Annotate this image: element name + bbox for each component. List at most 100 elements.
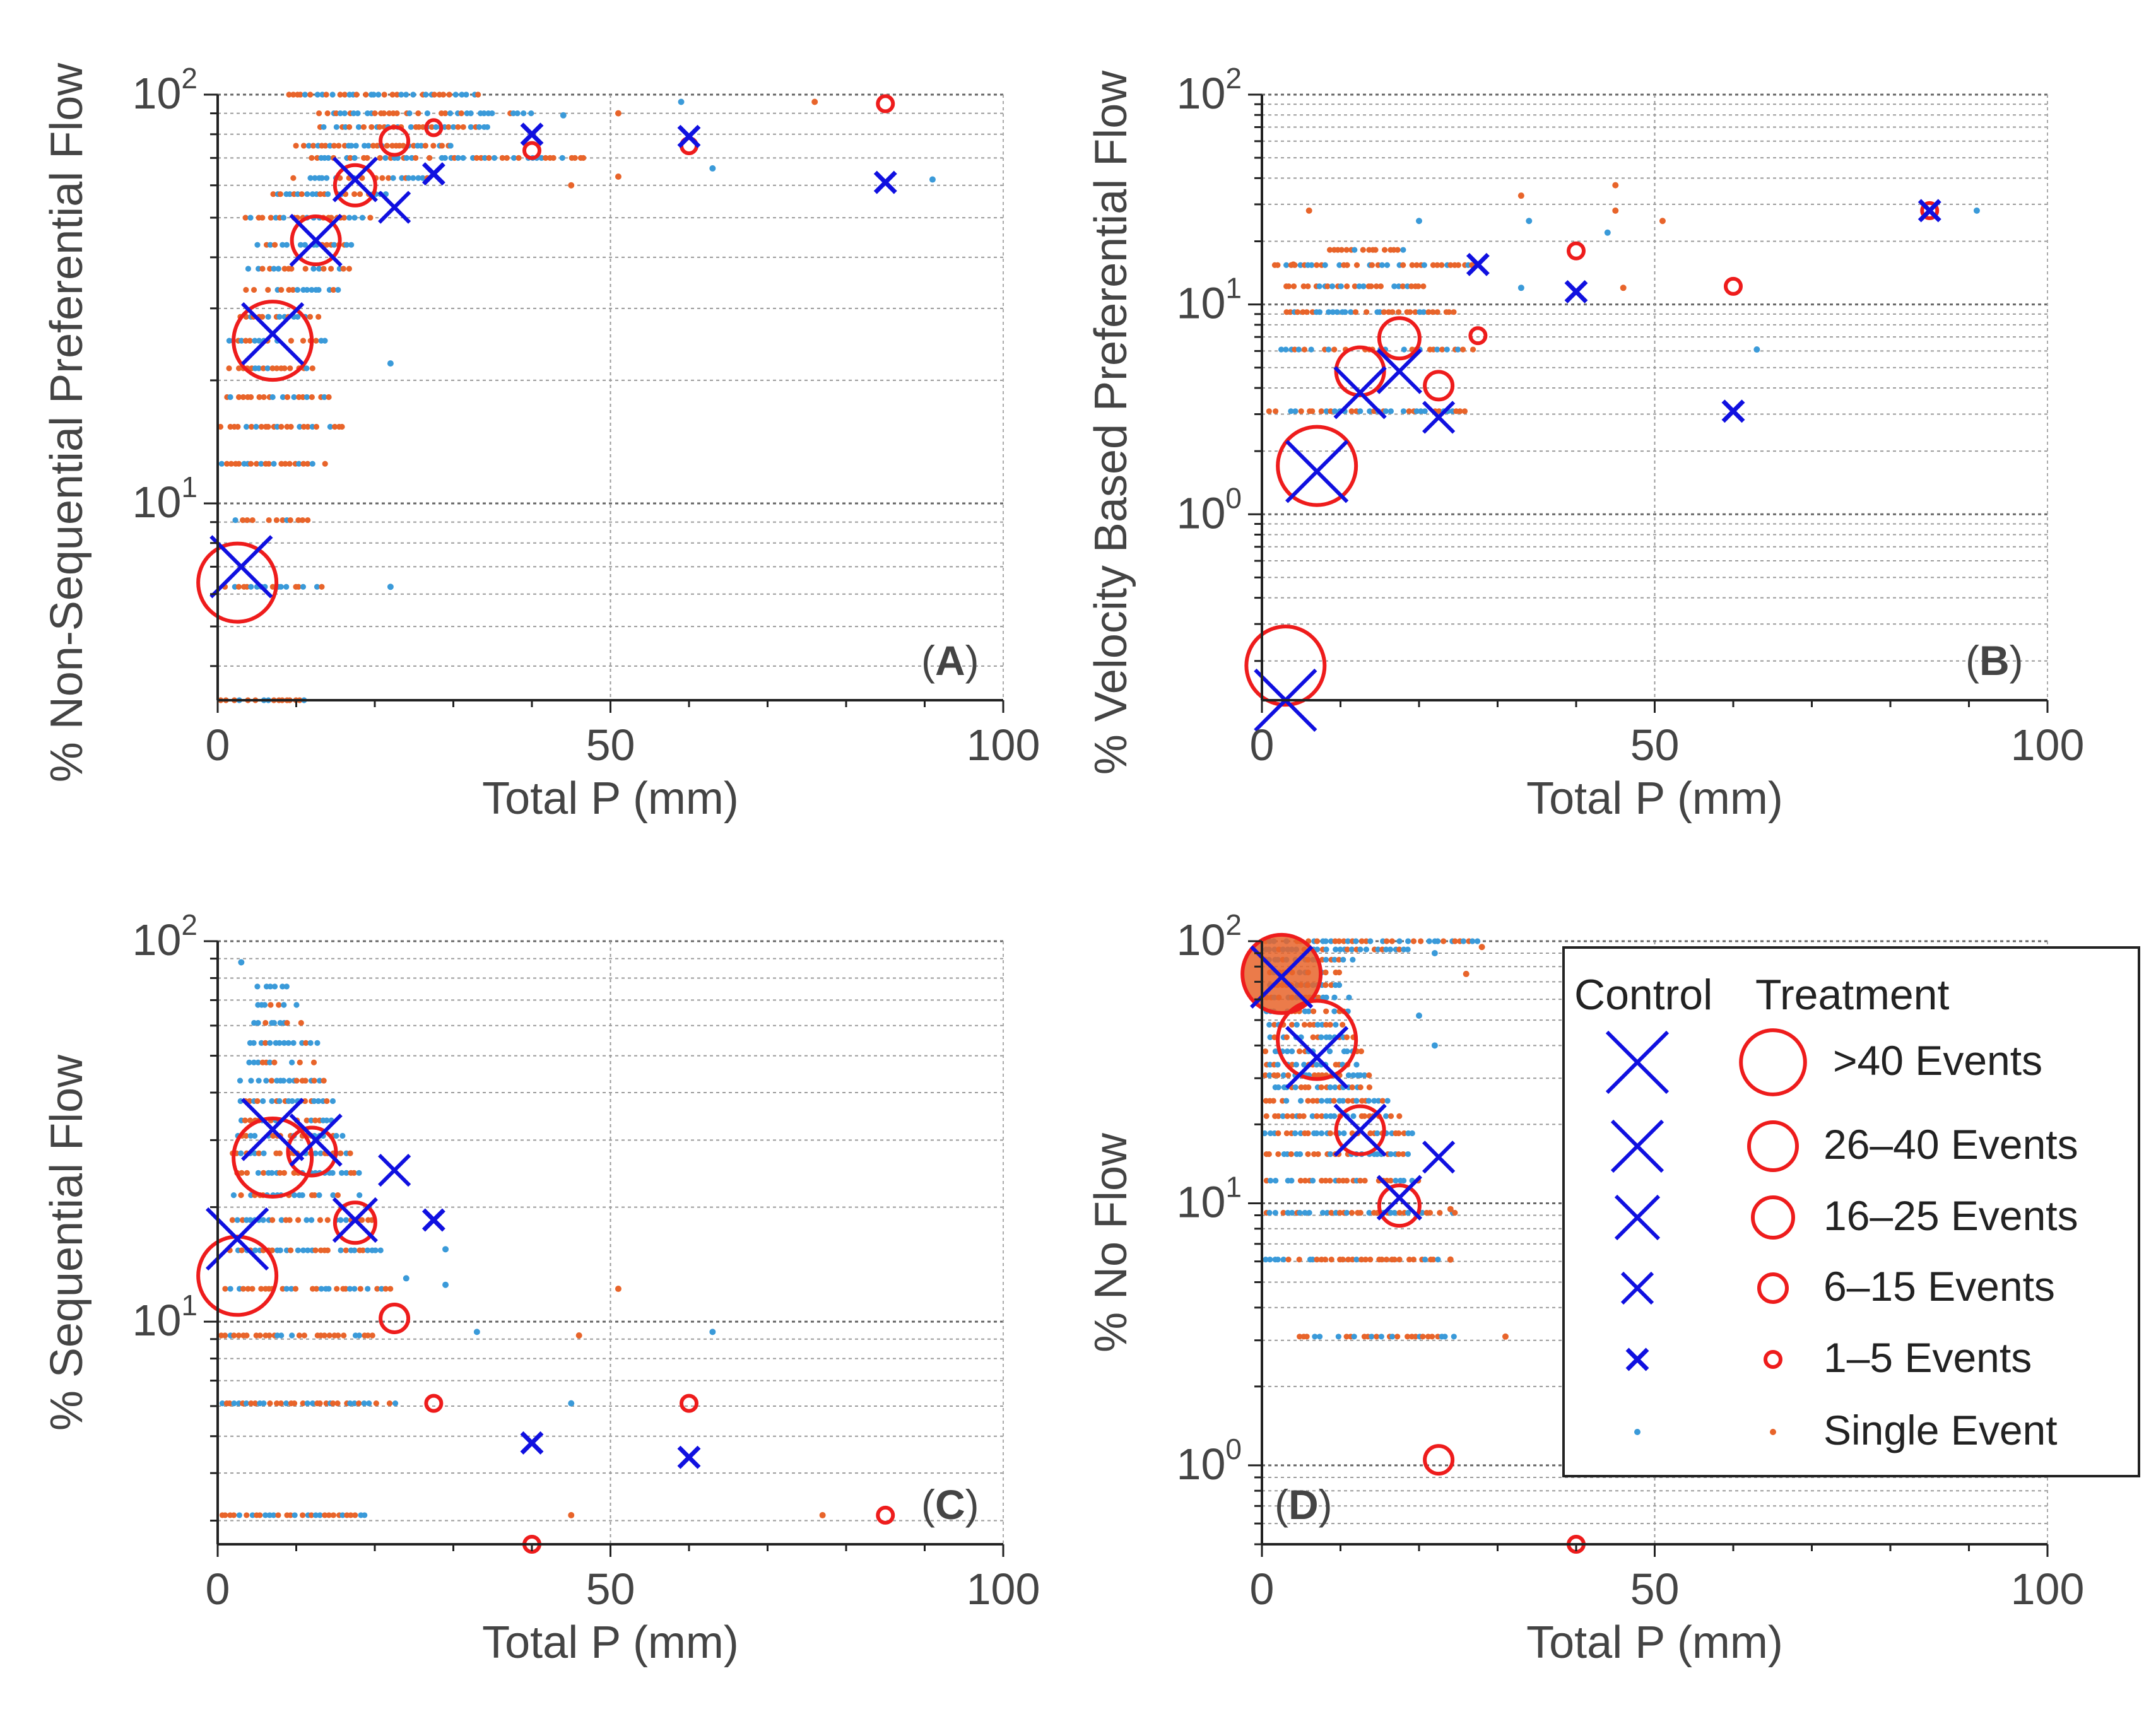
treatment-single-dot [1430,262,1437,268]
control-single-dot [1379,262,1385,268]
control-single-dot [269,1098,275,1105]
control-single-dot [1275,1062,1281,1068]
treatment-single-dot [312,1247,319,1253]
control-single-dot [283,1400,290,1407]
control-single-dot [1267,1034,1273,1040]
treatment-marker [1724,276,1743,296]
control-single-dot [1387,946,1394,953]
treatment-single-dot [295,584,302,590]
treatment-single-dot [1297,1177,1304,1184]
control-single-dot [1314,946,1321,953]
treatment-single-dot [330,1512,337,1518]
treatment-single-dot [389,91,396,98]
treatment-single-dot [343,1247,349,1253]
control-single-dot [1275,1257,1281,1263]
treatment-single-dot [356,191,363,197]
control-single-dot [1323,408,1329,414]
control-single-dot [1331,956,1338,963]
treatment-single-dot [256,1150,262,1156]
control-single-dot [1267,1257,1273,1263]
x-tick-label: 100 [967,720,1040,770]
control-single-dot [252,1132,258,1139]
control-single-dot [1422,1257,1428,1263]
treatment-single-dot [236,461,242,467]
treatment-single-dot [1287,309,1293,315]
control-marker [1917,199,1941,223]
treatment-single-dot [394,91,400,98]
control-single-dot [1292,408,1299,414]
treatment-single-dot [1517,192,1524,199]
treatment-single-dot [1341,938,1347,944]
control-single-dot [1357,946,1364,953]
treatment-single-dot [286,286,292,293]
single-event-dots [217,91,936,703]
control-single-dot [267,1059,273,1065]
treatment-single-dot [300,1400,306,1407]
treatment-single-dot [1319,1177,1325,1184]
control-single-dot [290,1040,297,1047]
control-single-dot [299,1192,305,1199]
treatment-single-dot [1357,1084,1364,1091]
treatment-single-dot [336,143,342,149]
control-single-dot [297,423,303,430]
treatment-single-dot [1318,1084,1324,1091]
control-marker [1422,401,1456,434]
control-single-dot [1400,1177,1407,1184]
treatment-marker [424,118,444,138]
control-single-dot [1363,946,1370,953]
treatment-single-dot [1396,1209,1403,1216]
control-single-dot [295,191,301,197]
panel-b-velocity-based-flow: 0 50 100 100 101 102 Total P (mm) % Velocity Ba… [1086,62,2084,824]
treatment-marker [379,125,411,157]
treatment-single-dot [1344,946,1351,953]
treatment-marker [333,1200,377,1245]
treatment-single-dot [326,1332,333,1339]
control-single-dot [322,337,328,344]
treatment-single-dot [330,1400,336,1407]
treatment-single-dot [1343,1334,1350,1340]
control-markers [209,122,897,599]
treatment-single-dot [1348,1209,1355,1216]
treatment-single-dot [222,1286,228,1292]
treatment-markers [196,1116,895,1554]
treatment-single-dot [1307,1021,1313,1028]
treatment-single-dot [1357,1177,1364,1184]
treatment-single-dot [1298,1084,1304,1091]
control-single-dot [283,584,290,590]
control-single-dot [1422,408,1428,414]
control-single-dot [326,1286,332,1292]
treatment-single-dot [227,1400,233,1407]
treatment-single-dot [1289,1062,1295,1068]
treatment-marker [1377,1183,1422,1228]
treatment-single-dot [1389,309,1396,315]
treatment-single-dot [1612,207,1619,214]
treatment-single-dot [1305,283,1311,290]
control-single-dot [338,1247,344,1253]
control-single-dot [348,242,355,248]
treatment-single-dot [271,242,278,248]
treatment-single-dot [1446,309,1452,315]
treatment-single-dot [223,461,230,467]
treatment-single-dot [266,517,272,524]
control-single-dot [1266,1209,1273,1216]
treatment-single-dot [1296,1257,1302,1263]
control-single-dot [1419,1209,1425,1216]
x-tick-label: 0 [206,720,230,770]
control-single-dot [319,175,325,181]
treatment-single-dot [321,266,327,272]
treatment-single-dot [1266,408,1272,414]
control-single-dot [276,1098,283,1105]
control-single-dot [1350,1072,1357,1079]
control-single-dot [1434,346,1440,353]
treatment-single-dot [1461,408,1468,414]
control-marker [1376,1175,1423,1221]
y-tick-label: 100 [1177,481,1242,537]
treatment-single-dot [1314,1257,1320,1263]
treatment-single-dot [281,365,288,372]
treatment-single-dot [256,394,262,401]
control-single-dot [1309,1113,1316,1119]
gridlines [218,940,1004,1544]
control-single-dot [1322,956,1329,963]
control-single-dot [281,1002,287,1008]
treatment-single-dot [1377,283,1384,290]
